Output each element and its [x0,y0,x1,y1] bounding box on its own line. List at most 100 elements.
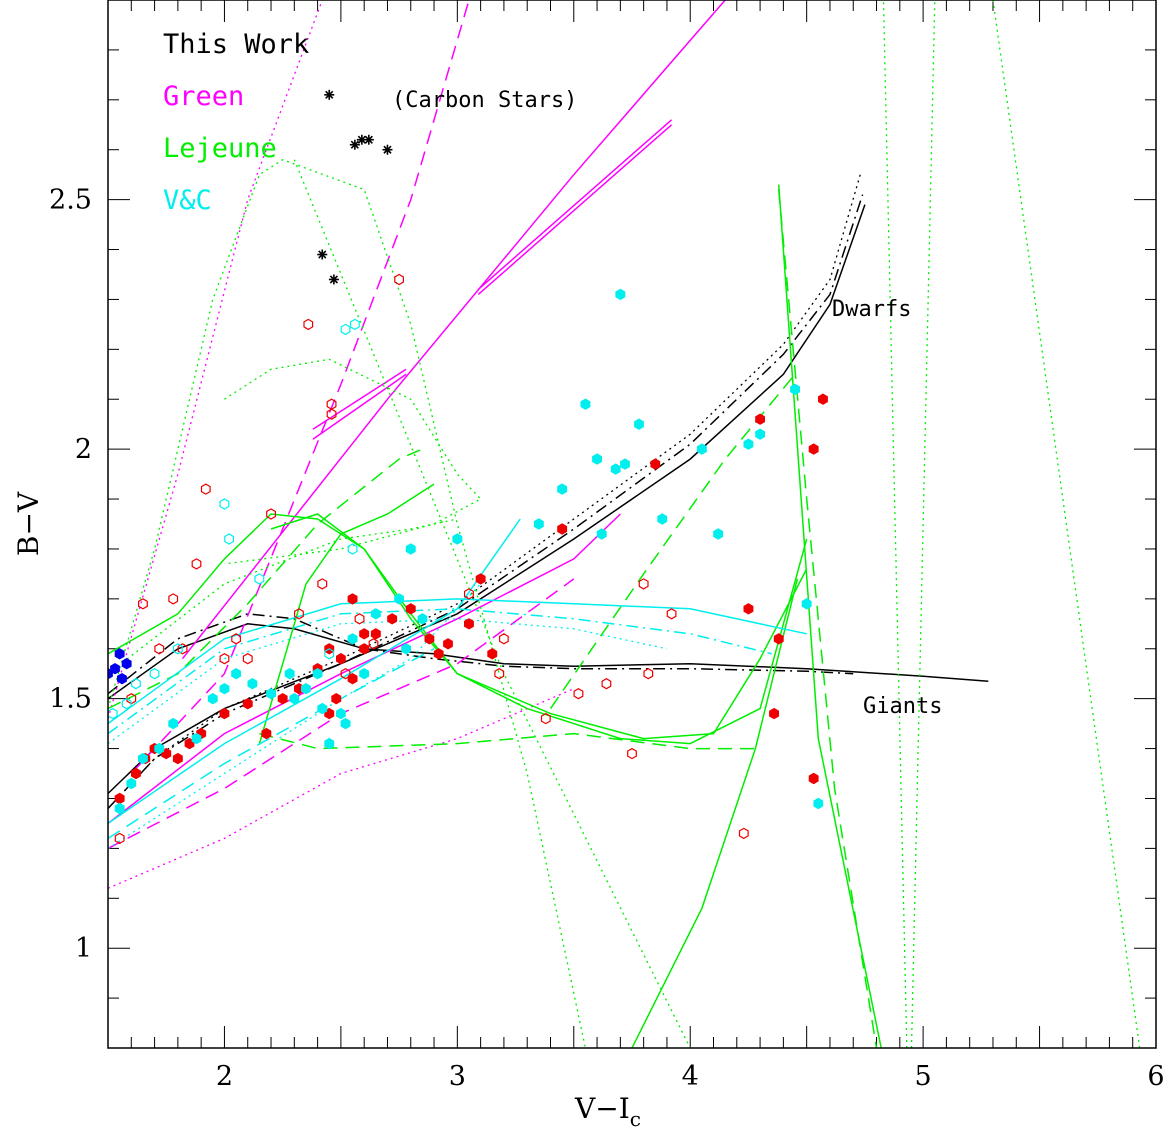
data-point-red-filled [487,648,498,660]
data-point-cyan-filled [340,717,351,730]
data-point-cyan-open [340,323,351,336]
series-line-magenta-8 [312,368,407,430]
data-point-red-open [231,633,241,645]
data-point-red-filled [359,628,370,640]
data-point-red-open [499,633,509,645]
data-point-red-filled [277,693,288,705]
series-line-black-4 [108,613,854,695]
data-point-red-open [114,832,125,845]
legend-entry-green: Green [163,81,244,112]
data-point-red-filled [817,393,828,405]
data-point-cyan-filled [696,443,707,455]
data-point-red-open [294,608,304,620]
series-line-green-25 [224,358,482,565]
carbon-star-marker [328,274,339,285]
data-point-cyan-filled [592,453,603,465]
data-point-red-filled [755,413,766,425]
data-point-cyan-filled [657,513,668,525]
data-point-cyan-filled [359,668,370,680]
data-point-cyan-filled [114,802,125,815]
series-line-cyan-33 [108,608,772,735]
plot-frame [107,0,1157,1049]
data-point-red-open [368,638,379,650]
data-point-red-open [154,643,165,655]
legend: This Work Green Lejeune V&C [163,29,309,216]
data-point-blue-filled [114,648,125,660]
series-line-green-21 [259,732,761,750]
data-point-cyan-filled [324,737,335,750]
data-point-cyan-filled [596,528,607,540]
data-point-red-open [601,678,612,690]
data-point-red-open [266,508,276,520]
x-tick-label: 6 [1147,1061,1164,1092]
annotation-giants: Giants [863,694,942,719]
series-line-magenta-14 [108,0,323,719]
data-point-cyan-open [254,573,265,585]
data-point-cyan-filled [336,707,346,720]
data-point-blue-filled [121,658,132,670]
data-point-cyan-filled [417,613,428,625]
data-point-red-open [219,653,230,665]
data-point-red-filled [773,633,784,645]
x-tick-label: 3 [449,1061,466,1092]
y-tick-label: 2.5 [49,185,92,216]
data-point-red-filled [443,638,453,650]
data-point-red-open [303,318,314,331]
series-line-green-17 [258,483,435,744]
annotation-carbon-stars: (Carbon Stars) [392,88,577,113]
data-point-red-filled [475,573,486,585]
data-point-cyan-filled [790,383,801,395]
y-tick-label: 1.5 [49,684,92,715]
x-tick-label: 4 [682,1061,699,1092]
data-point-red-open [394,273,404,286]
x-tick-label: 5 [915,1061,932,1092]
data-point-red-filled [743,603,754,615]
data-point-cyan-open [349,318,360,331]
data-point-cyan-filled [615,288,626,301]
series-line-magenta-13 [108,688,575,889]
data-point-blue-filled [110,663,120,675]
data-point-red-filled [424,633,435,645]
data-point-cyan-filled [289,693,300,705]
data-point-red-filled [405,603,416,615]
series-line-green-23 [777,189,878,1048]
data-point-cyan-filled [138,752,148,765]
data-point-red-open [340,668,351,680]
data-point-cyan-open [121,698,132,710]
series-line-black-3 [108,623,989,700]
series-line-green-18 [631,578,799,1048]
data-point-red-filled [219,707,230,720]
data-point-cyan-open [108,707,118,720]
y-tick-label: 2 [75,434,92,465]
data-point-cyan-filled [755,428,766,440]
data-point-red-open [738,827,749,840]
tick-marks [107,0,1157,1048]
data-point-cyan-filled [713,528,724,540]
annotation-dwarfs: Dwarfs [832,297,911,322]
x-axis-title-main: V−I [574,1092,630,1125]
legend-entry-vc: V&C [163,185,212,216]
data-point-red-filled [808,772,819,785]
data-point-red-open [464,588,474,600]
data-point-red-filled [114,792,125,805]
series-line-green-15 [108,513,808,745]
carbon-star-marker [324,89,335,100]
x-tick-label: 2 [216,1061,233,1092]
legend-entry-this-work: This Work [163,29,309,60]
series-line-magenta-9 [477,124,673,295]
data-point-cyan-filled [126,777,137,790]
data-point-cyan-open [324,648,335,660]
data-point-red-open [168,593,179,605]
data-point-cyan-filled [743,438,754,450]
series-line-magenta-12 [130,0,470,775]
series-line-black-0 [108,204,866,795]
y-tick-label: 1 [75,933,92,964]
series-line-magenta-7 [312,373,407,440]
tick-labels: 2 3 4 5 6 1 1.5 2 2.5 [49,185,1165,1092]
data-point-red-filled [557,523,568,535]
data-point-red-filled [650,458,661,470]
data-point-red-open [326,408,337,420]
data-point-cyan-open [131,678,141,690]
data-point-cyan-filled [394,593,404,605]
